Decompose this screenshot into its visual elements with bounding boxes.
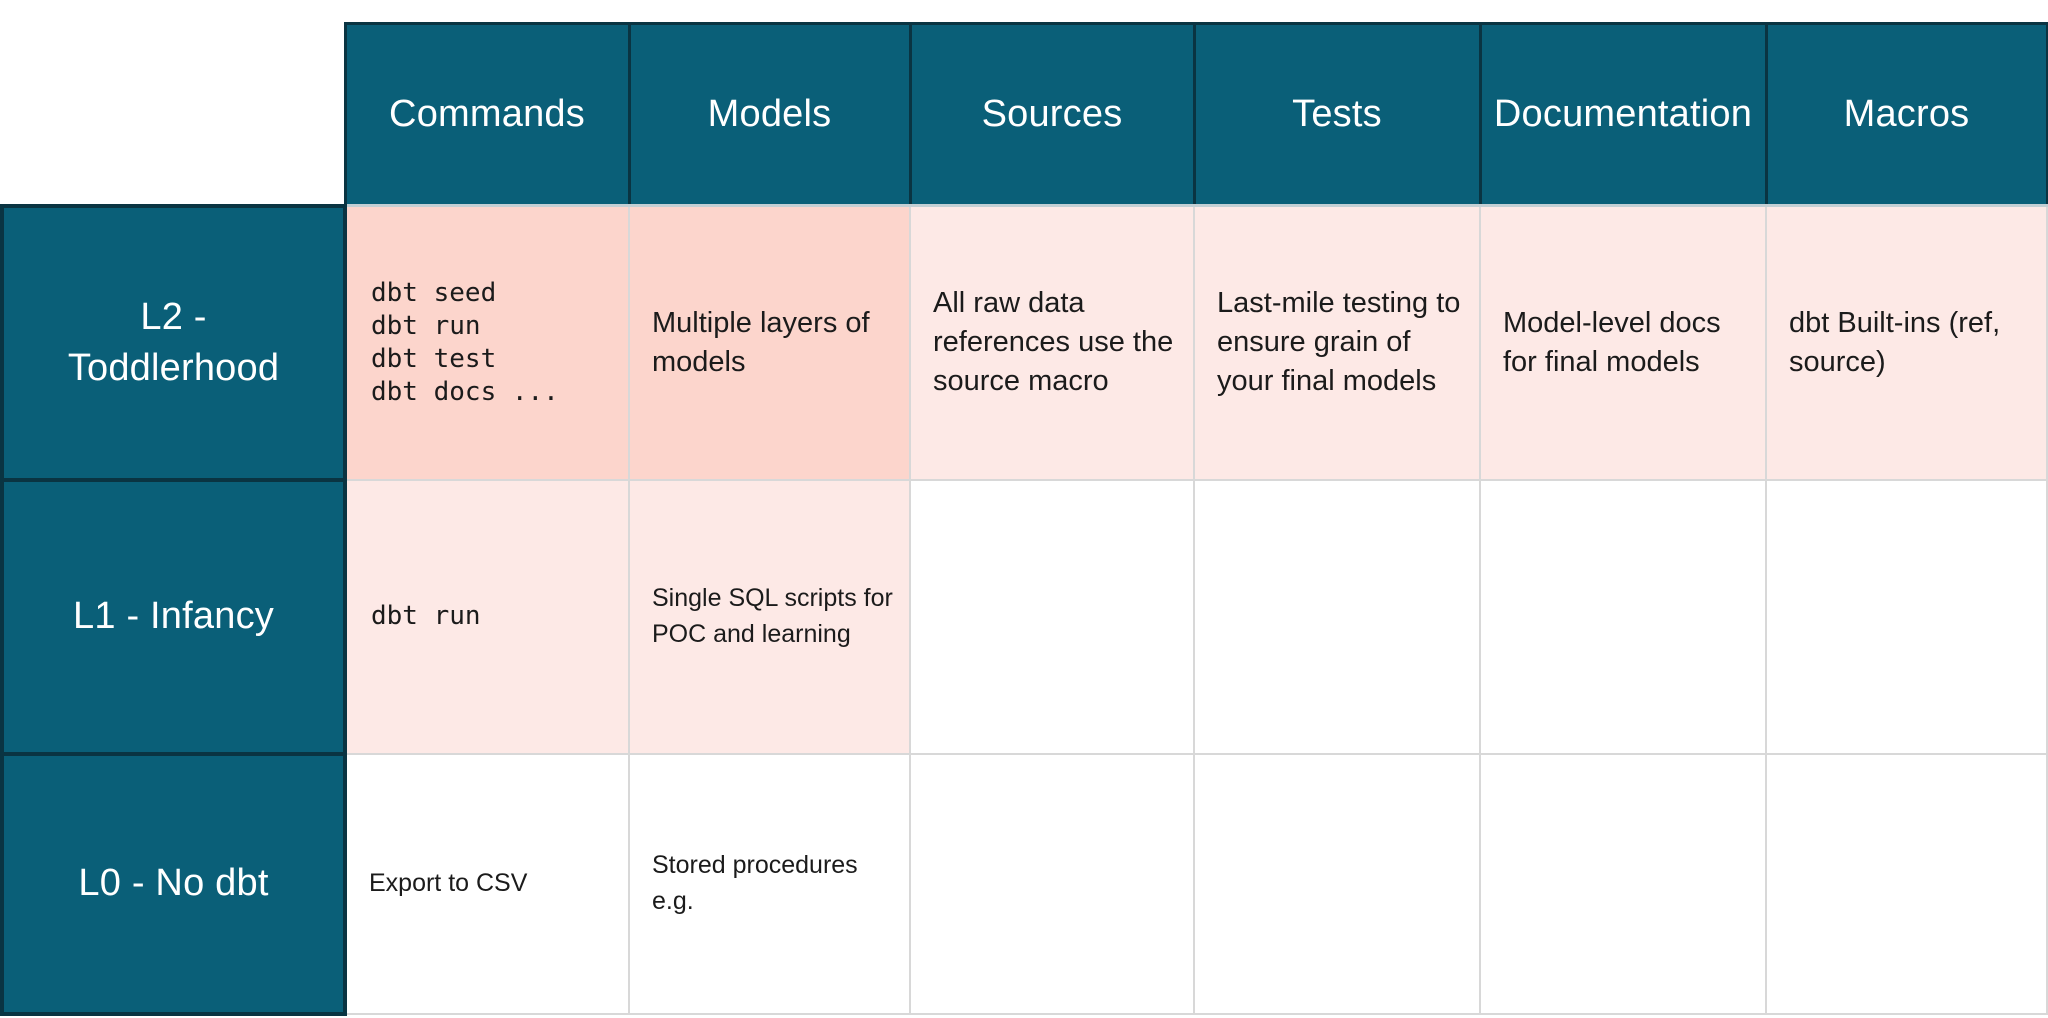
cell-l1-macros (1765, 478, 2048, 755)
cell-text: Single SQL scripts for POC and learning (652, 584, 893, 648)
row-l2-toddlerhood: L2 - Toddlerhood dbt seed dbt run dbt te… (0, 203, 2048, 482)
column-header-tests: Tests (1192, 22, 1482, 207)
column-header-label: Macros (1843, 93, 1970, 135)
cell-l2-macros: dbt Built-ins (ref, source) (1765, 204, 2048, 481)
cell-text: dbt Built-ins (ref, source) (1789, 306, 2001, 378)
column-header-label: Tests (1292, 93, 1382, 135)
cell-l0-models: Stored procedures e.g. (628, 752, 911, 1015)
cell-text: Model-level docs for final models (1503, 306, 1721, 378)
cell-text: All raw data references use the source m… (933, 287, 1174, 398)
row-l1-infancy: L1 - Infancy dbt run Single SQL scripts … (0, 477, 2048, 756)
cell-text: dbt seed dbt run dbt test dbt docs ... (371, 277, 559, 407)
column-header-sources: Sources (908, 22, 1196, 207)
cell-l2-models: Multiple layers of models (628, 204, 911, 481)
row-l0-no-dbt: L0 - No dbt Export to CSV Stored procedu… (0, 751, 2048, 1016)
cell-l0-documentation (1479, 752, 1767, 1015)
cell-l1-models: Single SQL scripts for POC and learning (628, 478, 911, 755)
column-header-label: Commands (389, 93, 585, 135)
column-header-macros: Macros (1764, 22, 2048, 207)
dbt-maturity-table: Commands Models Sources Tests Documentat… (0, 22, 2048, 1016)
cell-l1-sources (909, 478, 1195, 755)
row-header-l2: L2 - Toddlerhood (0, 203, 347, 482)
cell-text: Export to CSV (369, 868, 528, 897)
cell-l0-commands: Export to CSV (344, 752, 630, 1015)
header-row: Commands Models Sources Tests Documentat… (2, 22, 2048, 207)
row-header-label: L2 - Toddlerhood (67, 296, 280, 389)
cell-text: Stored procedures e.g. (652, 851, 858, 915)
row-header-l0: L0 - No dbt (0, 751, 347, 1016)
column-header-label: Documentation (1493, 93, 1753, 135)
cell-l2-sources: All raw data references use the source m… (909, 204, 1195, 481)
row-header-label: L1 - Infancy (73, 595, 274, 638)
cell-l0-sources (909, 752, 1195, 1015)
row-header-label: L0 - No dbt (78, 862, 269, 905)
row-header-l1: L1 - Infancy (0, 477, 347, 756)
cell-l1-documentation (1479, 478, 1767, 755)
cell-l2-tests: Last-mile testing to ensure grain of you… (1193, 204, 1481, 481)
column-header-label: Sources (981, 93, 1123, 135)
corner-cell (2, 23, 345, 206)
cell-l2-commands: dbt seed dbt run dbt test dbt docs ... (344, 204, 630, 481)
cell-text: dbt run (371, 600, 481, 631)
cell-l0-macros (1765, 752, 2048, 1015)
cell-l0-tests (1193, 752, 1481, 1015)
cell-l1-commands: dbt run (344, 478, 630, 755)
cell-l2-documentation: Model-level docs for final models (1479, 204, 1767, 481)
cell-text: Last-mile testing to ensure grain of you… (1217, 287, 1461, 398)
cell-text: Multiple layers of models (652, 306, 870, 378)
column-header-commands: Commands (343, 22, 631, 207)
cell-l1-tests (1193, 478, 1481, 755)
column-header-models: Models (627, 22, 912, 207)
column-header-label: Models (707, 93, 832, 135)
column-header-documentation: Documentation (1478, 22, 1768, 207)
